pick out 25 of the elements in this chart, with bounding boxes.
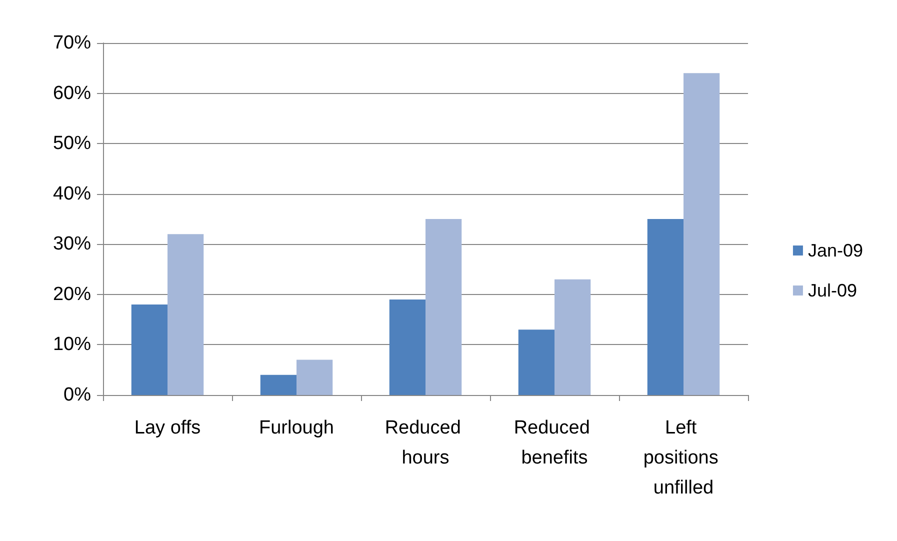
- x-tick-label: Reduced benefits: [514, 418, 596, 468]
- bar: [389, 299, 426, 395]
- x-tick-label: Left positions unfilled: [643, 418, 724, 498]
- legend-label: Jul-09: [808, 280, 857, 300]
- y-tick-label: 70%: [52, 32, 92, 54]
- bar: [131, 304, 168, 395]
- y-tick-label: 40%: [52, 183, 92, 204]
- bar: [426, 219, 462, 395]
- y-tick-label: 30%: [52, 234, 92, 255]
- legend-label: Jan-09: [808, 240, 864, 260]
- y-tick-label: 20%: [52, 284, 92, 305]
- bar: [260, 374, 296, 395]
- x-tick-label: Furlough: [259, 418, 334, 438]
- bar: [518, 330, 554, 395]
- y-tick-label: 60%: [52, 82, 92, 104]
- bar: [684, 73, 720, 395]
- bar: [168, 234, 204, 395]
- bar: [554, 279, 591, 395]
- y-tick-label: 50%: [52, 133, 92, 154]
- y-tick-label: 10%: [52, 334, 92, 356]
- bar: [647, 219, 684, 395]
- x-tick-label: Lay offs: [134, 418, 201, 438]
- bar: [296, 360, 333, 395]
- x-tick-label: Reduced hours: [384, 418, 466, 468]
- y-tick-label: 0%: [64, 384, 92, 406]
